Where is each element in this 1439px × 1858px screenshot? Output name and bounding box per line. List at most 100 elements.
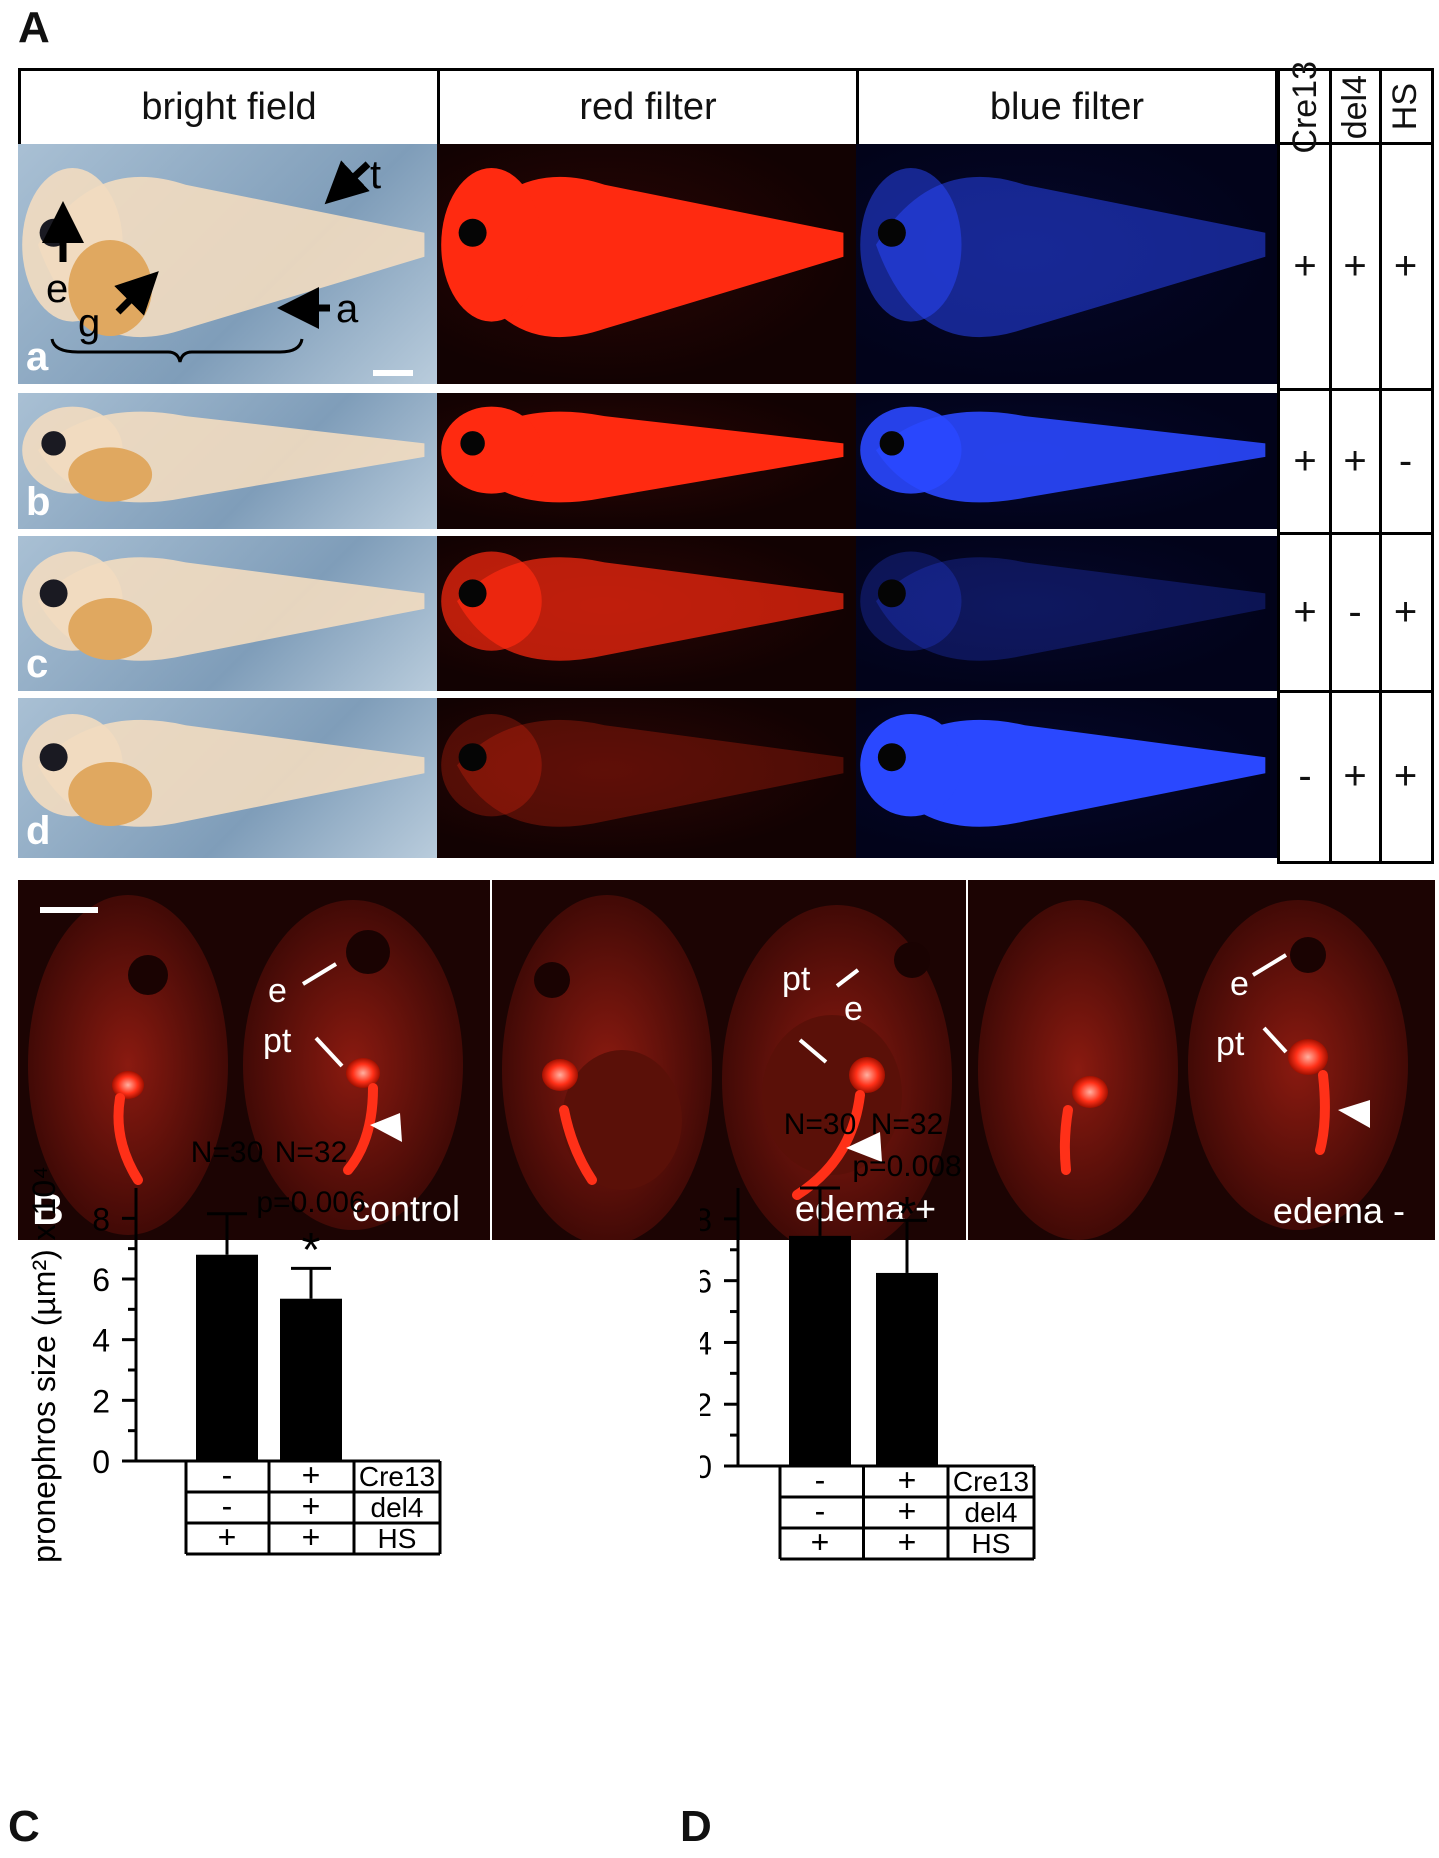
micrograph-row-b-col-2 (437, 393, 856, 529)
bar-treated (280, 1298, 342, 1461)
condition-sign-cre13: + (302, 1457, 321, 1493)
annotation-g: g (78, 301, 100, 345)
panel-c-letter: C (8, 1802, 40, 1851)
micrograph-row-d-col-2 (437, 698, 856, 858)
y-tick-label: 6 (92, 1262, 110, 1298)
panel-a-letter: A (18, 3, 50, 52)
genotype-cell-a-cre13: + (1293, 243, 1317, 288)
chart-eye-size: 02468eye size (µm²) x 10⁴N=30N=32p=0.008… (700, 1108, 1036, 1561)
y-tick-label: 2 (92, 1383, 110, 1419)
micrograph-row-b-col-3 (856, 393, 1278, 529)
column-header-bright-field: bright field (18, 68, 440, 144)
condition-name-del4: del4 (965, 1497, 1018, 1528)
p-value-label: p=0.008 (852, 1150, 961, 1183)
y-tick-label: 8 (92, 1201, 110, 1237)
y-tick-label: 0 (700, 1449, 712, 1485)
table-header-del4: del4 (1335, 74, 1374, 140)
panel-b-letter: B (32, 1185, 64, 1234)
condition-sign-del4: - (815, 1493, 826, 1529)
p-value-label: p=0.006 (256, 1186, 365, 1219)
y-tick-label: 6 (700, 1264, 712, 1300)
condition-name-hs: HS (972, 1528, 1011, 1559)
genotype-cell-c-cre13: + (1293, 589, 1317, 634)
genotype-cell-b-del4: + (1343, 438, 1367, 483)
n-label: N=32 (871, 1108, 944, 1141)
row-letter-a: a (26, 335, 49, 379)
y-tick-label: 2 (700, 1387, 712, 1423)
row-letter-b: b (26, 480, 51, 524)
condition-sign-hs: + (811, 1524, 830, 1560)
genotype-cell-a-hs: + (1393, 243, 1418, 288)
caption-edema-plus: edema + (794, 1188, 936, 1229)
y-tick-label: 4 (700, 1325, 712, 1361)
table-header-cre13: Cre13 (1285, 60, 1324, 154)
panel-b-control: e pt B control (18, 880, 490, 1240)
genotype-cell-d-hs: + (1393, 753, 1418, 798)
genotype-cell-b-cre13: + (1293, 438, 1317, 483)
genotype-cell-d-cre13: - (1298, 753, 1312, 798)
panel-b-edema-plus: e pt edema + (492, 880, 966, 1240)
annotation-a: a (336, 287, 359, 331)
y-axis-label: pronephros size (µm²) x 10⁴ (26, 1166, 62, 1563)
panel-b-edema-minus: e pt edema - (968, 880, 1435, 1240)
label-pt-edema-minus: pt (1216, 1025, 1245, 1063)
condition-sign-cre13: - (222, 1457, 233, 1493)
condition-sign-cre13: + (898, 1462, 917, 1498)
condition-sign-hs: + (218, 1519, 237, 1555)
embryo-image-control: e pt (18, 880, 490, 1240)
column-header-blue-filter: blue filter (856, 68, 1278, 144)
genotype-cell-c-del4: - (1348, 589, 1362, 634)
label-e-edema-minus: e (1230, 965, 1249, 1003)
micrograph-row-a-col-3 (856, 144, 1278, 384)
micrograph-row-c-col-3 (856, 536, 1278, 691)
condition-name-cre13: Cre13 (953, 1466, 1029, 1497)
n-label: N=30 (191, 1136, 264, 1169)
embryo-image-edema-plus: e pt (492, 880, 966, 1240)
genotype-cell-a-del4: + (1343, 243, 1367, 288)
panel-d-letter: D (680, 1802, 712, 1851)
genotype-table: Cre13 del4 HS + + + + + - + - + - + + (1277, 60, 1434, 864)
condition-name-cre13: Cre13 (359, 1461, 435, 1492)
condition-name-hs: HS (378, 1523, 417, 1554)
genotype-cell-b-hs: - (1398, 438, 1413, 483)
label-e: e (268, 972, 287, 1010)
micrograph-row-d-col-3 (856, 698, 1278, 858)
genotype-cell-c-hs: + (1393, 589, 1418, 634)
bright-field-annotations: t e g a (42, 153, 413, 376)
condition-sign-hs: + (898, 1524, 917, 1560)
significance-star: * (898, 1188, 917, 1241)
label-pt: pt (263, 1022, 292, 1060)
micrograph-row-c-col-2 (437, 536, 856, 691)
condition-name-del4: del4 (371, 1492, 424, 1523)
condition-sign-cre13: - (815, 1462, 826, 1498)
label-e-edema-plus: e (844, 990, 863, 1028)
bar-control (789, 1235, 851, 1466)
condition-sign-del4: + (898, 1493, 917, 1529)
bar-control (196, 1254, 258, 1461)
n-label: N=32 (275, 1136, 348, 1169)
y-tick-label: 0 (92, 1444, 110, 1480)
micrograph-row-a-col-2 (437, 144, 856, 384)
caption-control: control (351, 1188, 460, 1229)
bar-treated (876, 1272, 938, 1466)
annotation-e: e (46, 267, 68, 311)
embryo-image-edema-minus: e pt (968, 880, 1435, 1240)
row-letter-c: c (26, 642, 49, 686)
annotation-t: t (370, 153, 381, 197)
table-header-hs: HS (1386, 83, 1424, 131)
micrograph-row-b-col-1: b (18, 393, 437, 529)
chart-pronephros-size: 0 2 4 6 8 pronephros size (µm²) x 10⁴ N=30 N=32… (26, 1136, 442, 1563)
micrograph-row-d-col-1: d (18, 698, 437, 858)
condition-sign-hs: + (302, 1519, 321, 1555)
label-pt-edema-plus: pt (782, 960, 811, 998)
significance-star: * (302, 1224, 321, 1277)
y-tick-label: 4 (92, 1323, 110, 1359)
n-label: N=30 (784, 1108, 857, 1141)
column-header-red-filter: red filter (437, 68, 859, 144)
micrograph-row-c-col-1: c (18, 536, 437, 691)
caption-edema-minus: edema - (1272, 1190, 1405, 1231)
y-tick-label: 8 (700, 1202, 712, 1238)
genotype-cell-d-del4: + (1343, 753, 1367, 798)
condition-sign-del4: + (302, 1488, 321, 1524)
row-letter-d: d (26, 809, 51, 853)
